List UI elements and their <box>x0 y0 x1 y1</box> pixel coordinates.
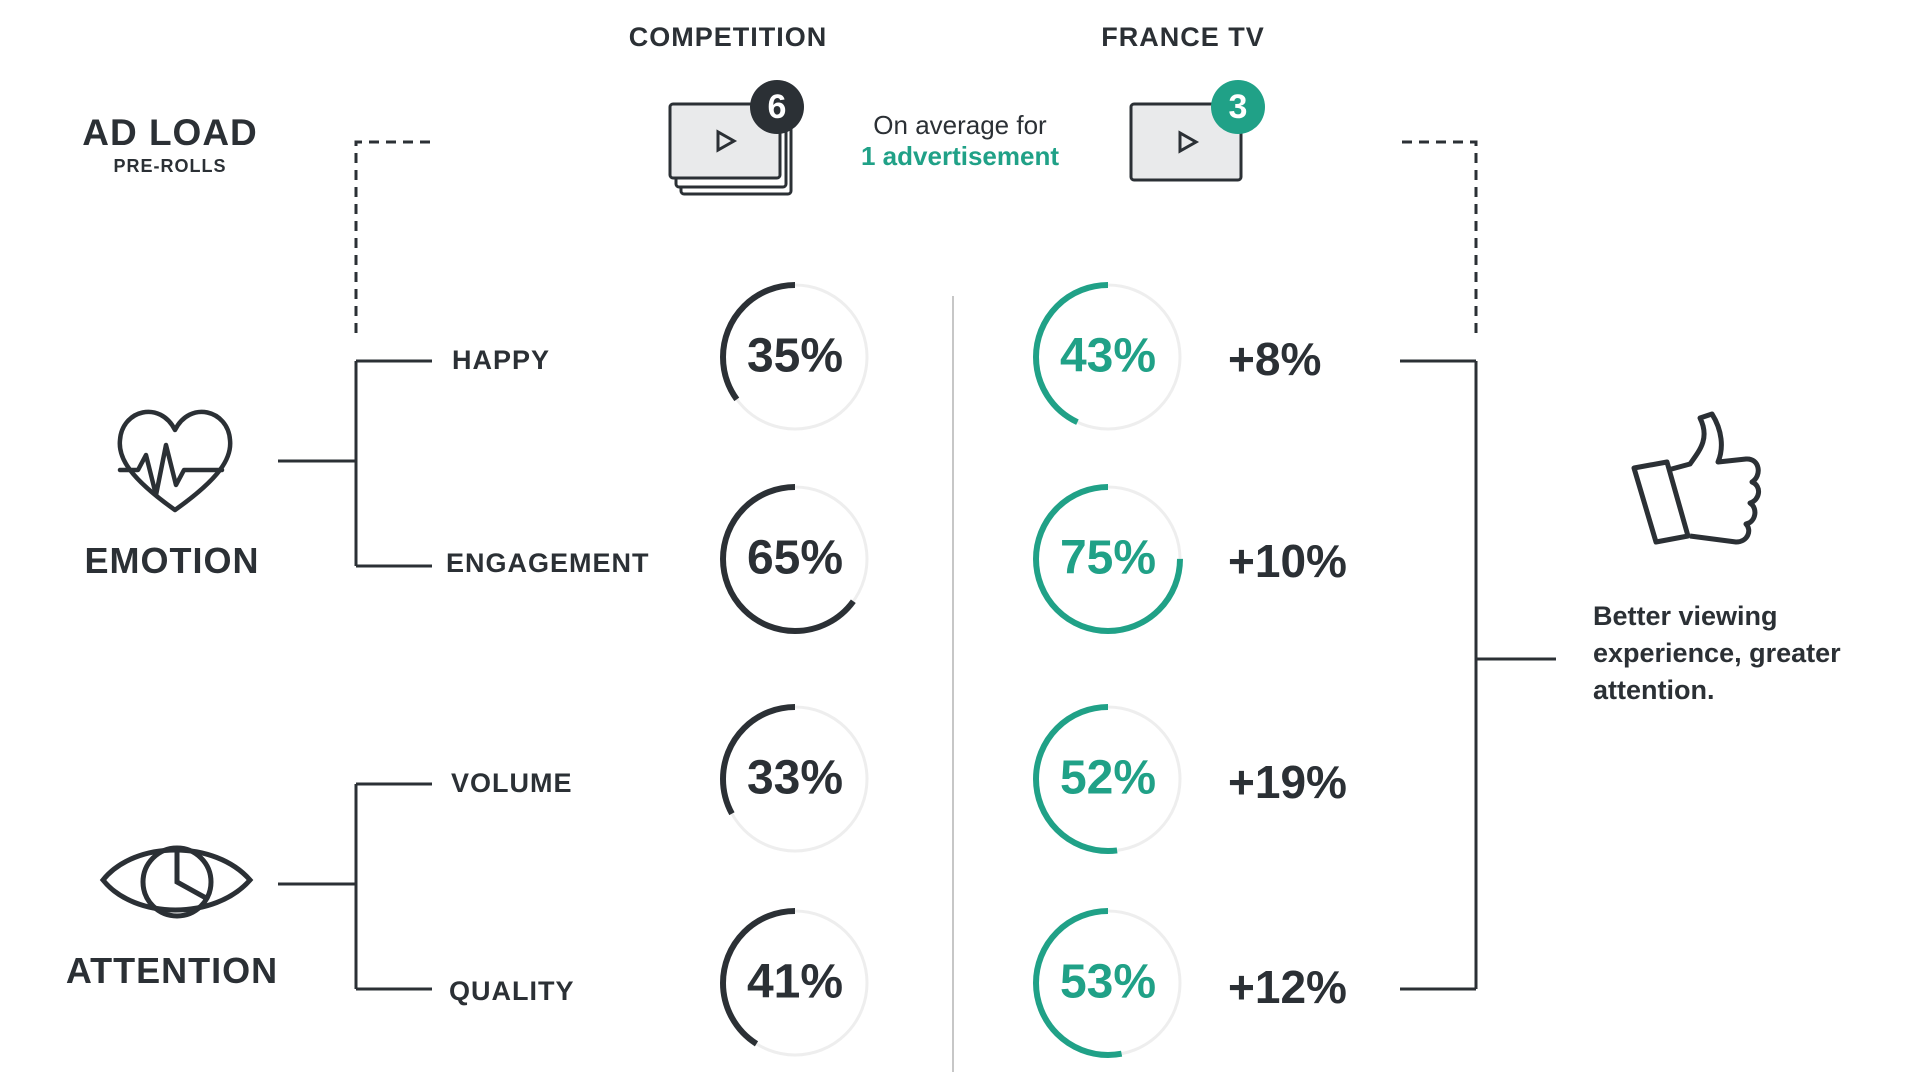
ad-load-title: AD LOAD <box>82 112 258 153</box>
average-note: On average for 1 advertisement <box>830 110 1090 172</box>
france-tv-ring-engagement-arc <box>1033 484 1183 634</box>
left-tree-connectors <box>278 359 432 991</box>
eye-icon <box>99 845 254 919</box>
france-tv-count-badge: 3 <box>1211 80 1265 134</box>
ad-load-subtitle: PRE-ROLLS <box>113 156 227 176</box>
rings-layer: 35% 43% 65% 75% 33% 52% 41% 53% <box>720 282 1183 1058</box>
france-tv-ring-quality-arc <box>1033 908 1183 1058</box>
france-tv-count: 3 <box>1229 88 1248 126</box>
category-attention: ATTENTION <box>65 950 279 991</box>
competition-count-badge: 6 <box>750 80 804 134</box>
competition-ring-quality-value: 41% <box>747 956 843 1009</box>
video-stack-icon <box>668 102 793 196</box>
play-icon <box>1178 130 1200 154</box>
competition-ring-engagement: 65% <box>720 484 870 634</box>
competition-ring-engagement-arc <box>720 484 870 634</box>
competition-ring-happy: 35% <box>720 282 870 432</box>
thumbs-up-icon <box>1631 411 1761 545</box>
france-tv-ring-volume: 52% <box>1033 704 1183 854</box>
competition-ring-happy-value: 35% <box>747 330 843 383</box>
header-competition: COMPETITION <box>628 22 828 52</box>
france-tv-ring-happy-arc <box>1033 282 1183 432</box>
france-tv-ring-volume-value: 52% <box>1060 752 1156 805</box>
difference-quality: +12% <box>1228 961 1347 1013</box>
france-tv-ring-engagement-value: 75% <box>1060 532 1156 585</box>
france-tv-ring-volume-arc <box>1033 704 1183 854</box>
competition-badge-circle <box>750 80 804 134</box>
video-stack-front <box>668 102 782 180</box>
france-tv-ring-quality-value: 53% <box>1060 956 1156 1009</box>
competition-ring-quality: 41% <box>720 908 870 1058</box>
right-bracket <box>1400 359 1556 991</box>
competition-ring-happy-arc <box>720 282 870 432</box>
dashed-connector-left <box>354 140 430 335</box>
competition-ring-volume: 33% <box>720 704 870 854</box>
category-emotion: EMOTION <box>84 540 260 581</box>
ad-load-label: AD LOAD PRE-ROLLS <box>60 112 280 177</box>
metric-label-happy: HAPPY <box>452 345 551 375</box>
conclusion-text: Better viewing experience, greater atten… <box>1593 601 1841 705</box>
header-france-tv: FRANCE TV <box>1101 22 1265 52</box>
difference-engagement: +10% <box>1228 535 1347 587</box>
difference-volume: +19% <box>1228 756 1347 808</box>
dashed-connector-right <box>1402 140 1478 335</box>
competition-ring-volume-arc <box>720 704 870 854</box>
metric-label-quality: QUALITY <box>449 976 575 1006</box>
average-line-1: On average for <box>873 110 1047 140</box>
video-player-frame <box>1129 102 1243 182</box>
video-player-icon <box>1129 102 1243 182</box>
france-tv-ring-quality: 53% <box>1033 908 1183 1058</box>
france-tv-badge-circle <box>1211 80 1265 134</box>
metric-label-engagement: ENGAGEMENT <box>446 548 650 578</box>
competition-count: 6 <box>768 88 787 126</box>
france-tv-ring-happy: 43% <box>1033 282 1183 432</box>
competition-ring-engagement-value: 65% <box>747 532 843 585</box>
france-tv-ring-engagement: 75% <box>1033 484 1183 634</box>
heart-pulse-icon <box>117 409 233 513</box>
competition-ring-volume-value: 33% <box>747 752 843 805</box>
france-tv-ring-happy-value: 43% <box>1060 330 1156 383</box>
competition-ring-quality-arc <box>720 908 870 1058</box>
average-line-2: 1 advertisement <box>861 141 1059 171</box>
play-icon <box>716 129 738 153</box>
difference-happy: +8% <box>1228 333 1322 385</box>
metric-label-volume: VOLUME <box>451 768 573 798</box>
